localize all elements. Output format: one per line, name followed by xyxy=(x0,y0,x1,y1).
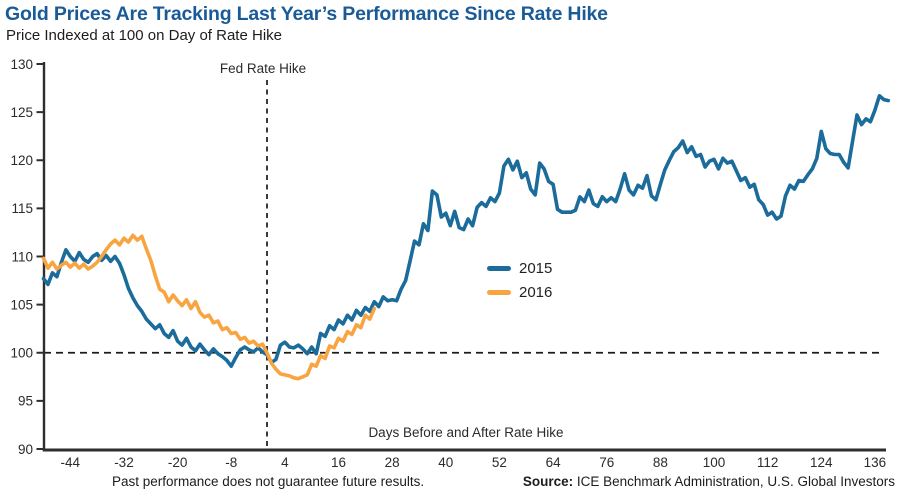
y-tick-label: 90 xyxy=(18,442,33,457)
x-tick-label: -44 xyxy=(61,455,81,470)
source-body: ICE Benchmark Administration, U.S. Globa… xyxy=(573,474,895,489)
source-text: Source: ICE Benchmark Administration, U.… xyxy=(523,474,895,489)
x-tick-label: 88 xyxy=(653,455,668,470)
y-tick-label: 110 xyxy=(11,249,33,264)
legend-swatch-2015 xyxy=(487,265,511,271)
legend-label-2016: 2016 xyxy=(519,283,553,301)
legend-item-2015: 2015 xyxy=(487,256,552,280)
chart-title: Gold Prices Are Tracking Last Year’s Per… xyxy=(5,3,608,25)
x-tick-label: 52 xyxy=(492,455,507,470)
y-tick-label: 120 xyxy=(10,153,33,168)
x-tick-label: 40 xyxy=(438,455,453,470)
series-line-2016 xyxy=(41,233,377,381)
y-tick-label: 100 xyxy=(10,346,33,361)
y-tick-label: 130 xyxy=(10,57,33,72)
x-tick-label: 112 xyxy=(757,455,779,470)
chart-subtitle: Price Indexed at 100 on Day of Rate Hike xyxy=(6,27,282,44)
legend-swatch-2016 xyxy=(487,289,511,295)
legend-label-2015: 2015 xyxy=(519,259,553,277)
legend-item-2016: 2016 xyxy=(487,280,552,304)
fed-rate-hike-label: Fed Rate Hike xyxy=(220,61,306,76)
source-label: Source: xyxy=(522,474,574,489)
x-tick-label: 76 xyxy=(599,455,614,470)
x-tick-label: -32 xyxy=(114,455,134,470)
x-tick-label: -20 xyxy=(168,455,188,470)
disclaimer-text: Past performance does not guarantee futu… xyxy=(112,474,425,489)
series-line-2015 xyxy=(41,94,891,369)
x-tick-label: 4 xyxy=(281,455,289,470)
x-tick-label: 136 xyxy=(864,455,887,470)
x-tick-label: 100 xyxy=(703,455,726,470)
y-tick-label: 115 xyxy=(11,201,33,216)
legend: 2015 2016 xyxy=(487,256,552,304)
x-axis-title: Days Before and After Rate Hike xyxy=(368,425,563,440)
x-tick-label: 16 xyxy=(331,455,346,470)
x-tick-label: 28 xyxy=(385,455,400,470)
y-tick-label: 95 xyxy=(18,394,33,409)
x-tick-label: 124 xyxy=(810,455,833,470)
y-tick-label: 125 xyxy=(10,105,33,120)
x-tick-label: -8 xyxy=(225,455,237,470)
y-tick-label: 105 xyxy=(10,297,33,312)
x-tick-label: 64 xyxy=(546,455,562,470)
